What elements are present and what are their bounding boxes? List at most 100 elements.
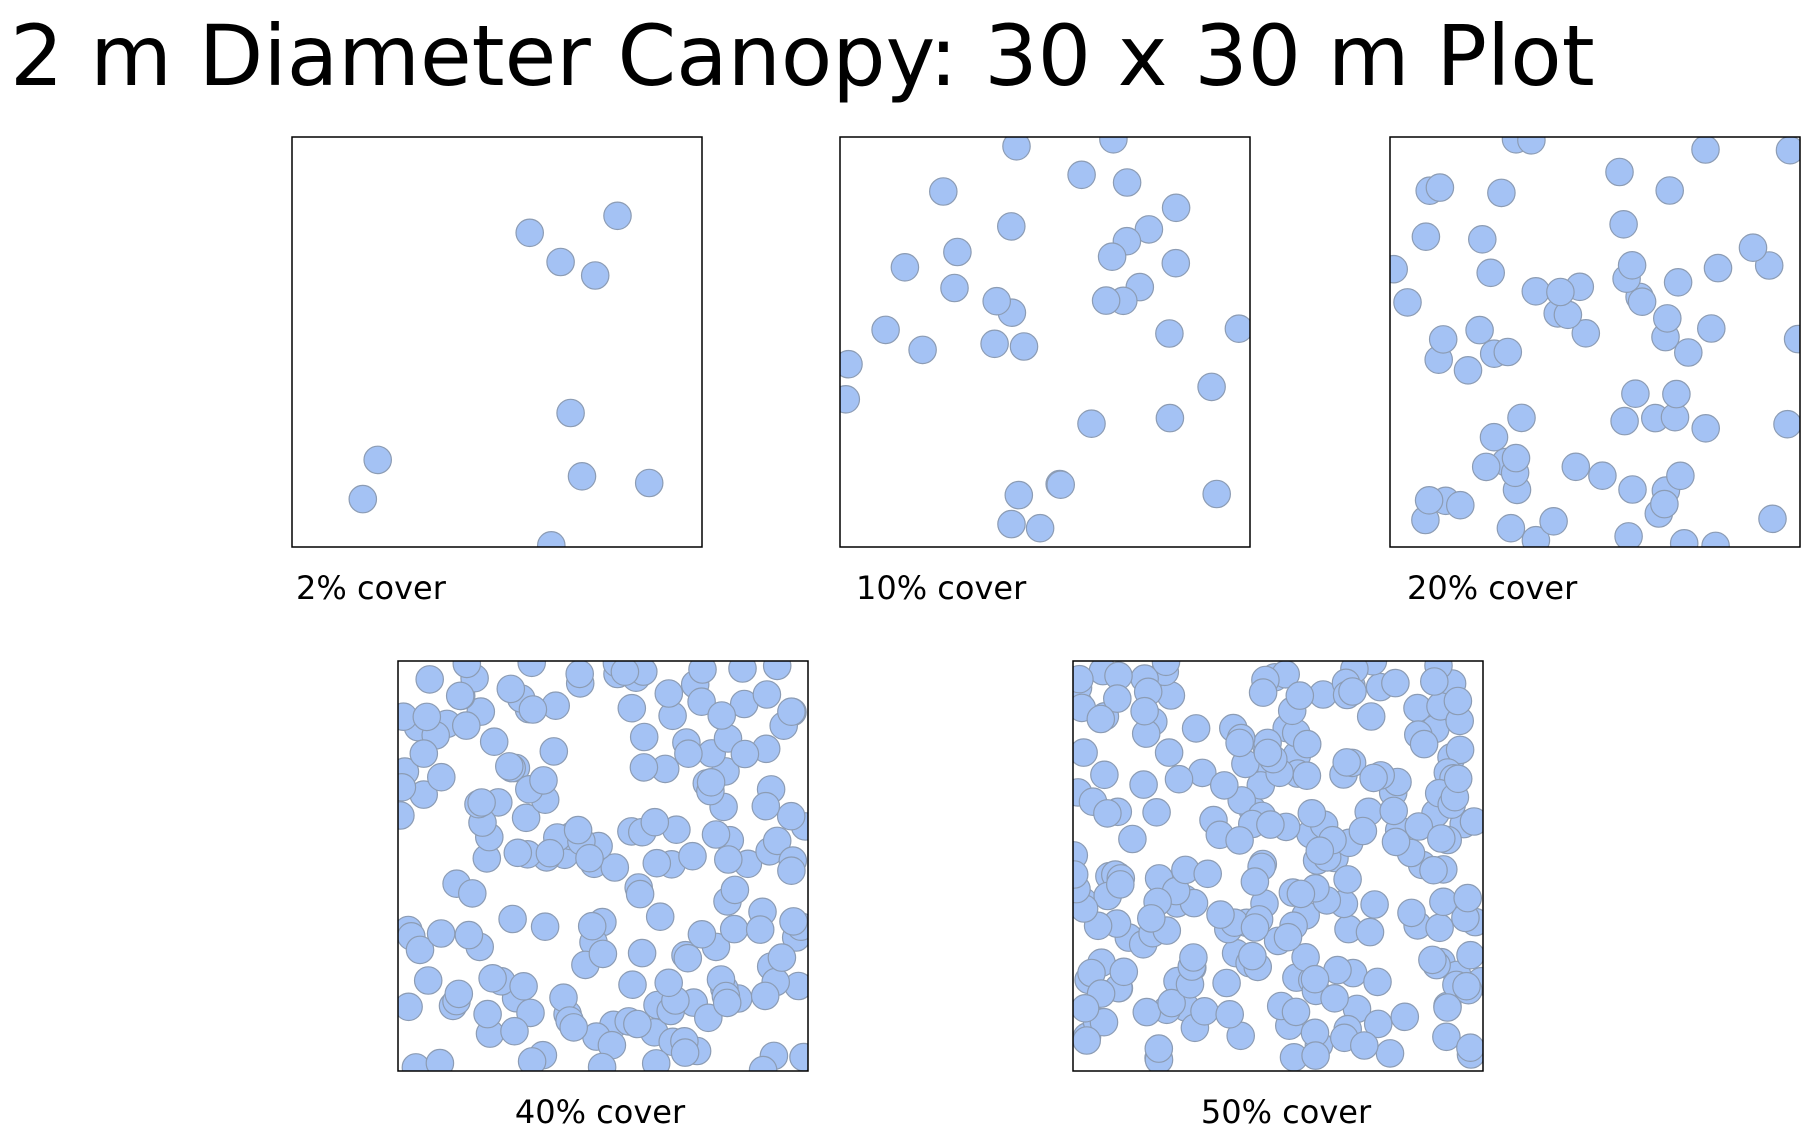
tree-canopy — [503, 838, 533, 868]
plot-panel — [1390, 137, 1800, 547]
tree-canopy — [1429, 887, 1458, 917]
tree-canopy — [500, 1016, 529, 1046]
tree-canopy — [473, 999, 502, 1029]
tree-canopy — [1419, 855, 1448, 885]
tree-canopy — [1783, 324, 1800, 354]
tree-canopy — [1754, 251, 1784, 280]
tree-canopy — [1151, 661, 1181, 677]
tree-canopy — [1627, 287, 1657, 316]
plot-frame — [291, 136, 703, 548]
tree-canopy — [452, 661, 482, 679]
tree-canopy — [1093, 799, 1122, 828]
tree-canopy — [1225, 826, 1254, 855]
tree-canopy — [1393, 288, 1422, 317]
tree-canopy — [1501, 443, 1531, 473]
tree-canopy — [1077, 409, 1106, 438]
tree-canopy — [413, 966, 443, 995]
tree-canopy — [1157, 988, 1186, 1018]
plot-frame — [397, 660, 809, 1072]
tree-canopy — [1253, 738, 1283, 768]
tree-canopy — [1256, 810, 1285, 839]
tree-canopy — [1355, 917, 1385, 947]
tree-canopy — [478, 963, 507, 993]
tree-canopy — [1655, 176, 1684, 205]
tree-canopy — [1134, 215, 1164, 244]
tree-canopy — [1621, 379, 1650, 408]
tree-canopy — [996, 212, 1026, 241]
tree-canopy — [567, 461, 597, 491]
tree-canopy — [1571, 318, 1601, 348]
tree-canopy — [559, 1013, 588, 1042]
tree-canopy — [496, 674, 526, 704]
tree-canopy — [1390, 254, 1408, 284]
tree-canopy — [348, 484, 378, 514]
tree-canopy — [1363, 1009, 1393, 1039]
tree-canopy — [1425, 173, 1455, 202]
tree-canopy — [1091, 286, 1121, 315]
tree-canopy — [426, 762, 456, 792]
tree-canopy — [908, 335, 937, 365]
tree-canopy — [1453, 355, 1483, 385]
tree-canopy — [748, 1055, 778, 1071]
tree-canopy — [1465, 315, 1494, 345]
cover-label: 20% cover — [1407, 569, 1578, 607]
tree-canopy — [701, 820, 731, 849]
tree-canopy — [454, 920, 484, 950]
tree-canopy — [445, 681, 475, 711]
tree-canopy — [1546, 277, 1575, 307]
tree-canopy — [1456, 1033, 1483, 1062]
tree-canopy — [641, 1049, 671, 1071]
tree-canopy — [1179, 943, 1208, 972]
tree-canopy — [1285, 681, 1315, 710]
tree-canopy — [1610, 406, 1639, 436]
tree-canopy — [1073, 1026, 1101, 1055]
tree-canopy — [1360, 890, 1389, 919]
tree-canopy — [634, 468, 664, 498]
tree-canopy — [1487, 178, 1516, 208]
tree-canopy — [412, 702, 442, 732]
tree-canopy — [1363, 967, 1392, 997]
tree-canopy — [537, 531, 566, 547]
plot-panel — [840, 137, 1250, 543]
tree-canopy — [1301, 1041, 1330, 1070]
tree-canopy — [1004, 480, 1034, 510]
tree-canopy — [498, 904, 527, 934]
tree-canopy — [563, 815, 593, 845]
tree-canopy — [752, 680, 782, 709]
tree-canopy — [600, 853, 630, 882]
tree-canopy — [1703, 253, 1733, 283]
tree-canopy — [629, 753, 659, 782]
tree-canopy — [1653, 304, 1682, 333]
tree-canopy — [479, 727, 509, 756]
cover-label: 40% cover — [515, 1093, 686, 1131]
tree-canopy — [1002, 137, 1031, 161]
tree-canopy — [363, 445, 392, 475]
tree-canopy — [1333, 865, 1362, 894]
tree-canopy — [511, 803, 541, 833]
tree-canopy — [1456, 940, 1483, 970]
tree-canopy — [1446, 490, 1475, 520]
tree-canopy — [530, 912, 560, 941]
tree-canopy — [1476, 258, 1505, 288]
tree-canopy — [398, 801, 415, 830]
tree-canopy — [1097, 242, 1127, 272]
tree-canopy — [1428, 325, 1458, 354]
tree-canopy — [444, 979, 474, 1009]
tree-canopy — [517, 1047, 547, 1071]
tree-canopy — [730, 739, 760, 769]
plot-panel — [348, 201, 664, 547]
tree-canopy — [1445, 735, 1475, 765]
tree-canopy — [415, 665, 444, 694]
tree-canopy — [928, 177, 958, 206]
tree-canopy — [712, 988, 742, 1018]
tree-canopy — [687, 919, 717, 949]
tree-canopy — [1161, 248, 1191, 278]
tree-canopy — [1414, 485, 1444, 515]
tree-canopy — [1691, 413, 1720, 443]
tree-canopy — [1332, 748, 1361, 777]
tree-canopy — [1425, 913, 1454, 943]
tree-canopy — [1142, 797, 1171, 827]
tree-canopy — [457, 879, 487, 908]
tree-canopy — [997, 509, 1026, 539]
tree-canopy — [580, 261, 610, 290]
